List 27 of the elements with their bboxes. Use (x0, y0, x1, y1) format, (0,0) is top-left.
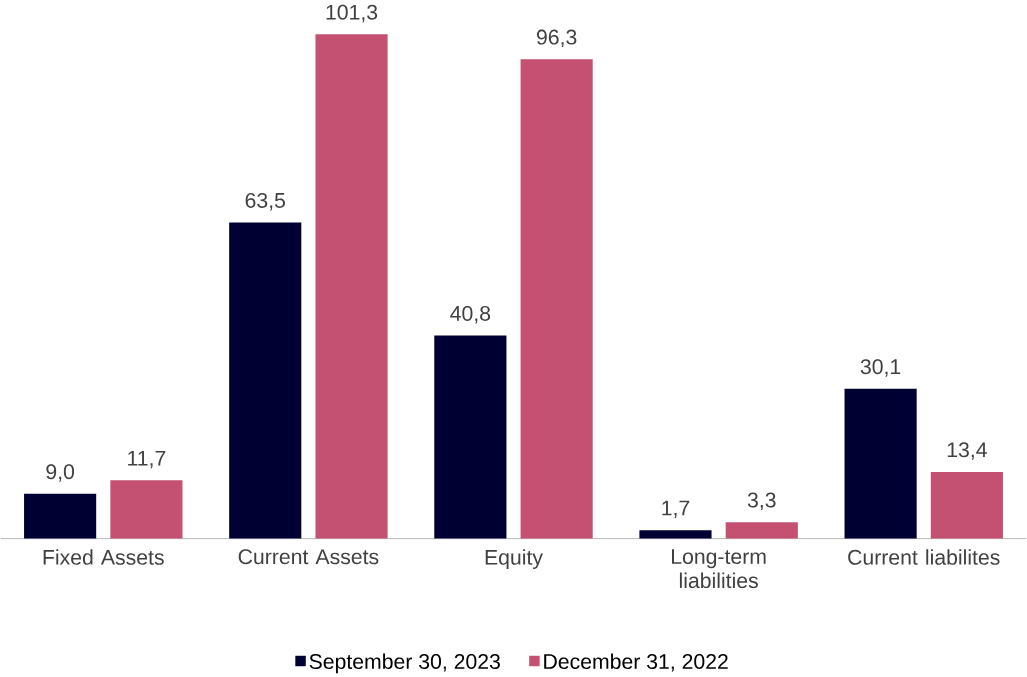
bar (930, 472, 1003, 539)
bar (110, 480, 183, 539)
data-label: 9,0 (46, 464, 75, 482)
data-label: 101,3 (326, 4, 378, 23)
data-label: 63,5 (245, 193, 285, 211)
bar (315, 34, 388, 539)
data-label: 11,7 (128, 451, 166, 469)
bar (520, 59, 593, 539)
bar (725, 522, 798, 539)
x-tick-label: Fixed Assets (43, 549, 164, 566)
bar (844, 388, 917, 539)
data-label: 30,1 (860, 359, 901, 377)
data-label: 40,8 (450, 306, 491, 324)
bar (434, 335, 507, 539)
data-label: 13,4 (947, 442, 987, 460)
x-tick-label: Current Assets (238, 549, 379, 565)
data-label: 3,3 (747, 492, 776, 511)
data-label: 96,3 (537, 29, 577, 48)
x-tick-label: Long-term liabilities (672, 549, 766, 589)
x-tick-label: Equity (485, 549, 543, 570)
x-tick-label: Current liabilites (848, 549, 1000, 566)
bar (639, 530, 712, 539)
legend-label: September 30, 2023 (309, 653, 500, 674)
legend-label: December 31, 2022 (544, 653, 728, 672)
bar (24, 493, 97, 539)
bar (229, 222, 302, 539)
data-label: 1,7 (662, 500, 690, 519)
